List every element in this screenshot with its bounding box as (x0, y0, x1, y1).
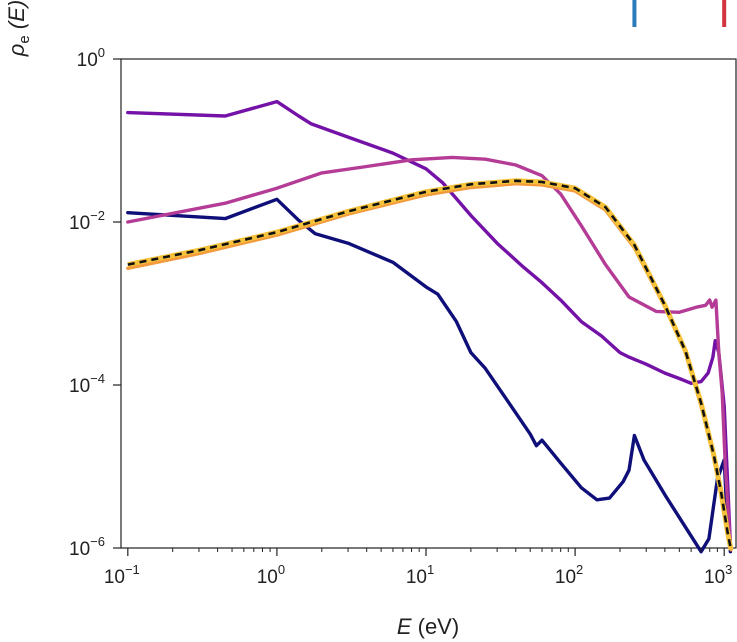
y-tick-label-3: 10−6 (69, 534, 105, 560)
y-tick-label-2: 10−4 (69, 371, 105, 397)
series-2-line (126, 155, 733, 547)
x-tick-label-1: 100 (257, 562, 285, 588)
legend-markers (632, 0, 727, 27)
x-axis-label: E (eV) (397, 614, 459, 639)
series-layer (126, 99, 734, 554)
x-tick-label-3: 102 (555, 562, 583, 588)
x-tick-label-2: 101 (406, 562, 434, 588)
series-4-halo (127, 178, 734, 551)
series-1-line (126, 99, 733, 547)
y-tick-label-1: 10−2 (69, 208, 105, 234)
series-0-line (126, 197, 733, 554)
y-tick-label-0: 100 (77, 45, 105, 71)
y-axis-label: ρe (E) (4, 0, 33, 57)
axis-ticks: 10−1 100 101 102 103 100 10−2 10−4 10−6 (69, 45, 732, 588)
series-3-line (126, 182, 733, 552)
x-tick-label-0: 10−1 (104, 562, 140, 588)
series-4-line (127, 179, 733, 551)
x-tick-label-4: 103 (704, 562, 732, 588)
plot-frame (120, 58, 737, 549)
